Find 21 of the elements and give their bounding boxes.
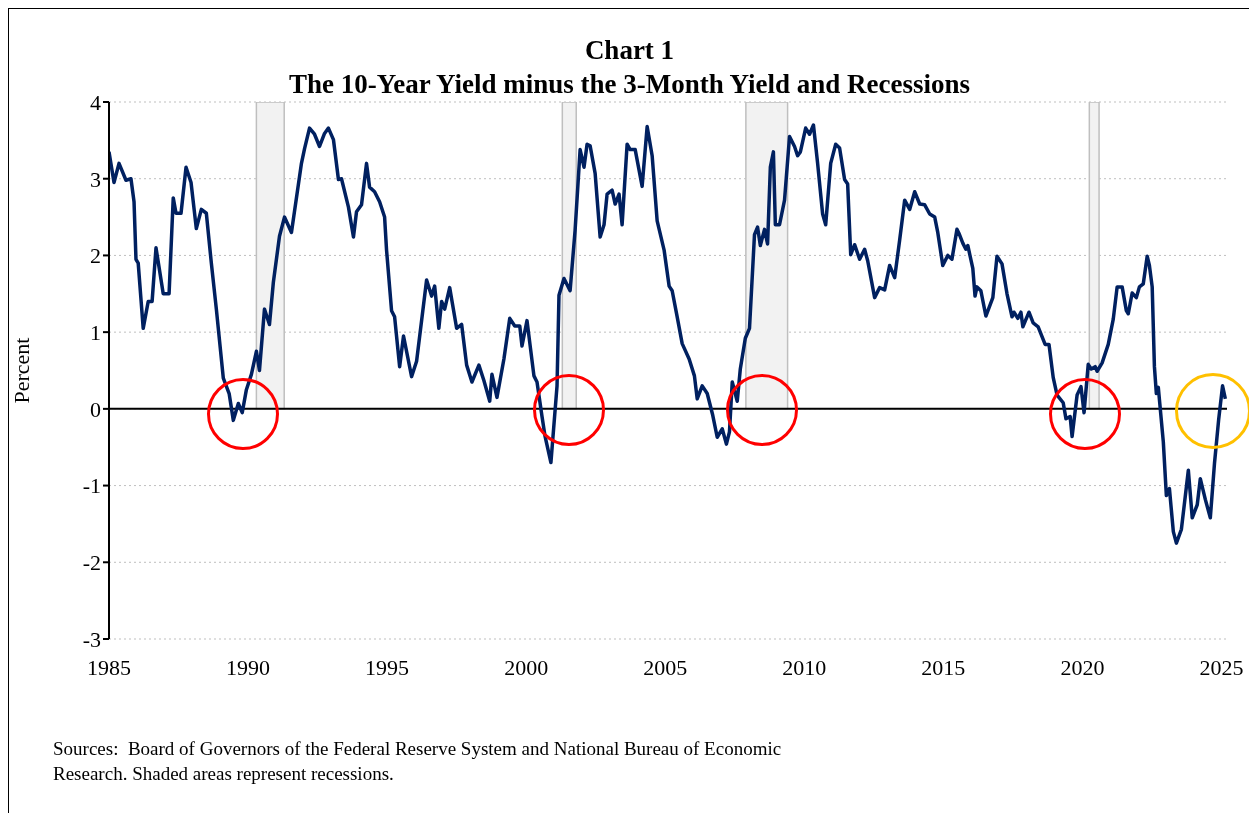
- y-tick-label: 4: [90, 89, 101, 115]
- chart-subtitle: The 10-Year Yield minus the 3-Month Yield and Recessions: [288, 69, 971, 99]
- y-tick-label: -1: [82, 473, 101, 499]
- x-tick-label: 2010: [782, 654, 827, 680]
- x-tick-label: 2025: [1199, 654, 1244, 680]
- y-axis-title: Percent: [8, 337, 34, 404]
- source-note: Sources: Board of Governors of the Federal Reserve System and National Bureau of Economic Research. Shaded areas represent recessions.: [53, 737, 783, 786]
- x-tick-label: 1990: [226, 654, 271, 680]
- y-tick-label: 0: [90, 396, 101, 422]
- y-tick-label: 2: [90, 243, 101, 269]
- x-tick-label: 1995: [365, 654, 410, 680]
- x-tick-label: 2005: [643, 654, 688, 680]
- x-tick-label: 2015: [921, 654, 966, 680]
- y-tick-label: -2: [82, 550, 101, 576]
- x-tick-label: 1985: [87, 654, 131, 680]
- chart-title: Chart 1: [583, 34, 676, 67]
- y-tick-label: 3: [90, 166, 101, 192]
- x-tick-label: 2000: [504, 654, 549, 680]
- y-tick-label: 1: [90, 319, 101, 345]
- x-tick-label: 2020: [1060, 654, 1105, 680]
- y-tick-label: -3: [82, 626, 101, 652]
